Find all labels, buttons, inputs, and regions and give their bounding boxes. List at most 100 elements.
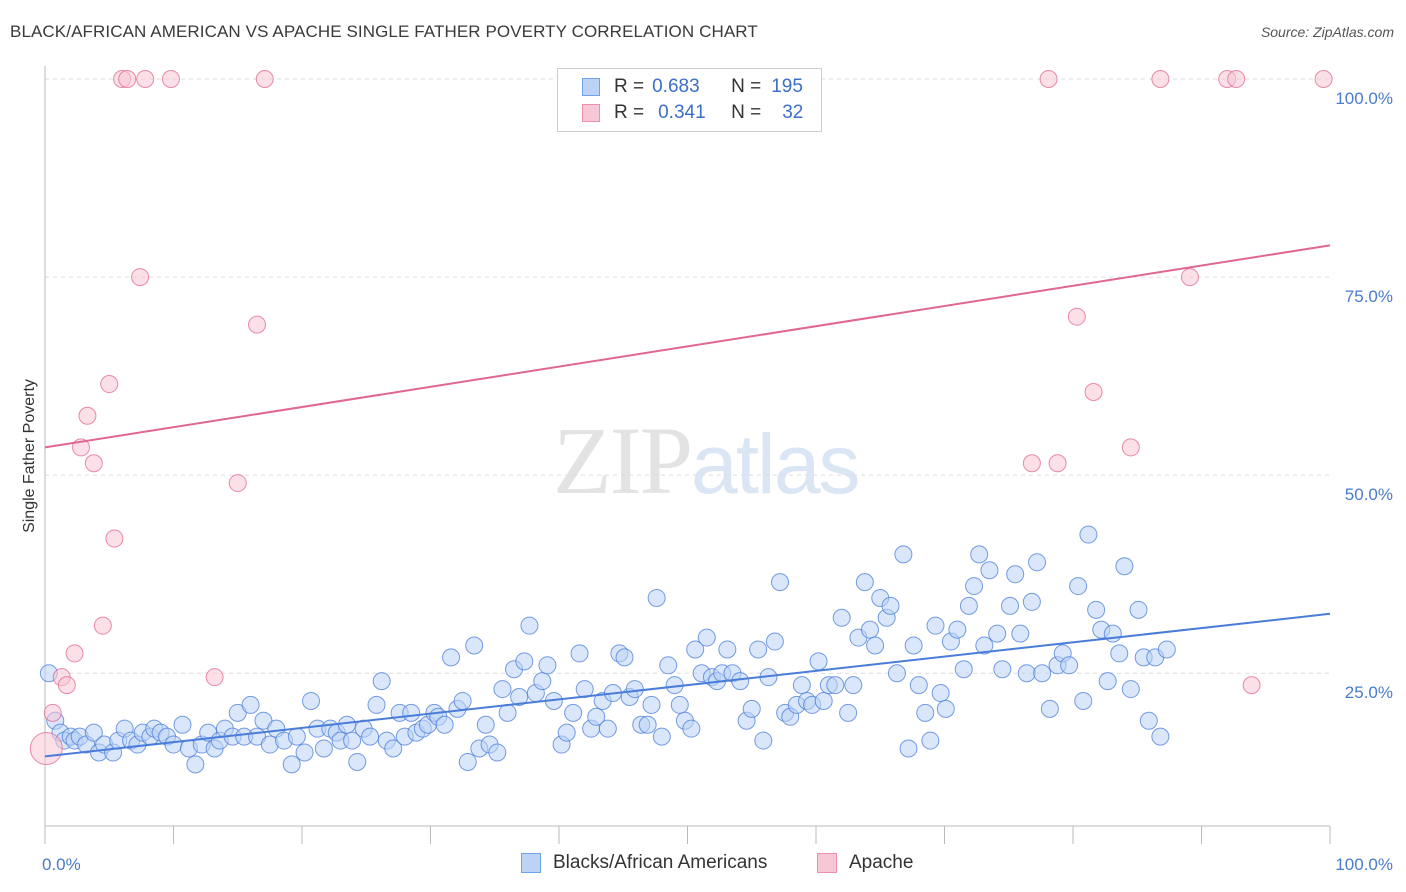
data-point	[642, 695, 661, 714]
data-point	[1121, 438, 1140, 457]
data-point	[1227, 70, 1246, 88]
data-point	[931, 684, 950, 703]
data-point	[697, 628, 716, 647]
data-point	[598, 719, 617, 738]
data-point	[348, 752, 367, 771]
legend-swatch-apache	[817, 853, 837, 873]
data-point	[1129, 600, 1148, 619]
data-point	[771, 573, 790, 592]
data-point	[337, 715, 356, 734]
data-point	[314, 739, 333, 758]
data-point	[205, 668, 224, 687]
legend-item-apache[interactable]: Apache	[817, 852, 913, 874]
series-blacks	[39, 525, 1176, 774]
data-point	[749, 640, 768, 659]
series-apache	[29, 70, 1333, 765]
data-point	[887, 664, 906, 683]
data-point	[78, 406, 97, 425]
x-tick-label: 100.0%	[1335, 855, 1393, 874]
stats-swatch-blacks	[582, 78, 600, 96]
data-point	[899, 739, 918, 758]
data-point	[993, 660, 1012, 679]
data-point	[965, 577, 984, 596]
data-point	[228, 474, 247, 493]
data-point	[1011, 624, 1030, 643]
stats-row-apache: R = 0.341 N = 32	[558, 100, 803, 126]
data-point	[647, 588, 666, 607]
data-point	[754, 731, 773, 750]
trend-line-blacks	[44, 612, 1331, 758]
stats-r-label: R =	[614, 102, 645, 123]
data-point	[43, 703, 62, 722]
data-point	[970, 545, 989, 564]
data-point	[881, 596, 900, 615]
data-point	[866, 636, 885, 655]
data-point	[587, 707, 606, 726]
data-point	[1069, 577, 1088, 596]
data-point	[105, 529, 124, 548]
data-point	[765, 632, 784, 651]
data-point	[1028, 553, 1047, 572]
data-point	[1048, 454, 1067, 473]
data-point	[131, 268, 150, 287]
data-point	[916, 703, 935, 722]
data-point	[254, 711, 273, 730]
data-point	[301, 691, 320, 710]
data-point	[493, 680, 512, 699]
data-point	[1033, 664, 1052, 683]
data-point	[29, 731, 63, 765]
data-point	[1151, 727, 1170, 746]
data-point	[1040, 699, 1059, 718]
source-label: Source: ZipAtlas.com	[1260, 24, 1394, 40]
data-point	[1157, 640, 1176, 659]
data-point	[1006, 565, 1025, 584]
data-point	[1180, 268, 1199, 287]
data-point	[186, 755, 205, 774]
data-point	[638, 715, 657, 734]
data-point	[520, 616, 539, 635]
data-point	[515, 652, 534, 671]
data-point	[904, 636, 923, 655]
data-point	[894, 545, 913, 564]
data-point	[161, 70, 180, 88]
data-point	[1084, 382, 1103, 401]
data-point	[909, 676, 928, 695]
data-point	[248, 315, 267, 334]
data-point	[575, 680, 594, 699]
data-point	[1060, 656, 1079, 675]
data-point	[670, 695, 689, 714]
data-point	[844, 676, 863, 695]
data-point	[557, 723, 576, 742]
legend-item-blacks[interactable]: Blacks/African Americans	[521, 852, 767, 874]
data-point	[1121, 680, 1140, 699]
data-point	[65, 644, 84, 663]
stats-n-label: N =	[731, 102, 762, 123]
stats-r-value: 0.683	[652, 76, 700, 97]
data-point	[458, 752, 477, 771]
data-point	[372, 672, 391, 691]
data-point	[570, 644, 589, 663]
stats-swatch-apache	[582, 104, 600, 122]
data-point	[442, 648, 461, 667]
data-point	[1074, 691, 1093, 710]
data-point	[361, 727, 380, 746]
data-point	[255, 70, 274, 88]
data-point	[1079, 525, 1098, 544]
data-point	[241, 695, 260, 714]
data-point	[1022, 592, 1041, 611]
trend-line-apache	[44, 244, 1331, 449]
data-point	[682, 719, 701, 738]
y-tick-label: 50.0%	[1345, 485, 1393, 504]
data-point	[384, 739, 403, 758]
y-tick-label: 75.0%	[1345, 287, 1393, 306]
data-point	[538, 656, 557, 675]
data-point	[926, 616, 945, 635]
data-point	[954, 660, 973, 679]
data-point	[57, 676, 76, 695]
data-point	[1098, 672, 1117, 691]
data-point	[826, 676, 845, 695]
data-point	[809, 652, 828, 671]
data-point	[936, 699, 955, 718]
data-point	[1242, 676, 1261, 695]
